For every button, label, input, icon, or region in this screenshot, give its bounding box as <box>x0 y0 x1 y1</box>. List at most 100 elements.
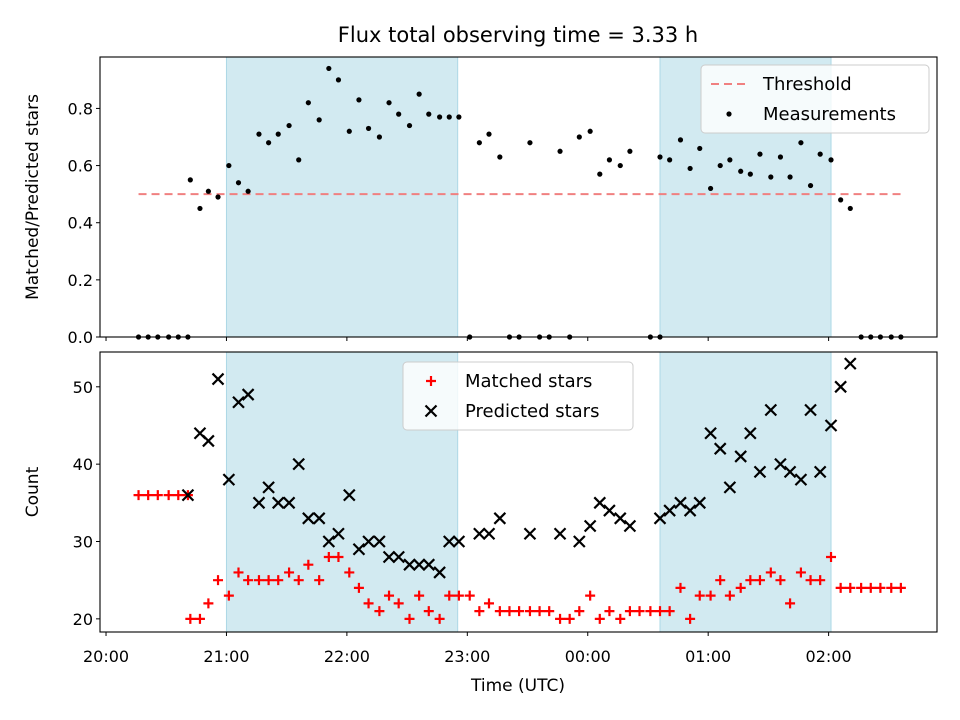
data-point <box>133 490 144 501</box>
legend: Matched stars Predicted stars <box>402 361 634 431</box>
data-point <box>362 535 375 548</box>
data-point <box>332 527 345 541</box>
data-point <box>143 490 154 501</box>
data-point <box>241 388 255 401</box>
data-point <box>514 606 525 617</box>
x-tick-label: 22:00 <box>324 647 370 666</box>
data-point <box>316 117 322 123</box>
data-point <box>807 182 814 189</box>
data-point <box>835 582 846 593</box>
data-point <box>433 566 446 579</box>
data-point <box>482 527 496 541</box>
data-point <box>813 465 827 479</box>
series-matched-stars <box>133 490 906 624</box>
data-point <box>774 457 787 471</box>
data-point <box>717 162 723 169</box>
data-point <box>426 111 432 117</box>
data-point <box>653 512 667 525</box>
data-point <box>211 372 225 386</box>
legend-label: Measurements <box>763 104 896 125</box>
data-point <box>687 165 693 172</box>
data-point <box>232 395 245 409</box>
data-point <box>344 567 355 578</box>
observing-window <box>225 56 459 338</box>
data-point <box>365 125 372 132</box>
data-point <box>655 606 666 617</box>
data-point <box>262 481 275 494</box>
data-point <box>452 535 466 548</box>
data-point <box>757 151 763 157</box>
data-point <box>343 488 356 502</box>
data-point <box>456 114 462 120</box>
data-point <box>847 205 853 212</box>
data-point <box>674 496 687 510</box>
data-point <box>775 575 786 586</box>
data-point <box>524 606 535 617</box>
data-point <box>557 148 563 154</box>
data-point <box>305 100 311 106</box>
data-point <box>553 527 567 541</box>
data-point <box>422 558 436 571</box>
data-point <box>223 590 234 601</box>
data-point <box>724 590 735 601</box>
data-point <box>734 450 747 463</box>
data-point <box>296 157 302 163</box>
data-point <box>414 590 425 601</box>
chart-title: Flux total observing time = 3.33 h <box>338 23 698 47</box>
x-tick-label: 00:00 <box>565 647 611 666</box>
data-point <box>423 606 434 617</box>
data-point <box>275 131 281 137</box>
observing-window <box>659 351 832 633</box>
data-point <box>875 582 886 593</box>
data-point <box>738 168 744 174</box>
data-point <box>587 128 593 134</box>
data-point <box>243 575 254 586</box>
y-tick-label: 0.6 <box>68 157 93 176</box>
data-point <box>493 512 507 525</box>
data-point <box>753 465 767 479</box>
data-point <box>386 100 392 106</box>
data-point <box>604 606 615 617</box>
y-tick-label: 0.8 <box>68 99 93 118</box>
data-point <box>412 558 426 571</box>
data-point <box>856 582 867 593</box>
series-predicted-stars <box>181 357 857 579</box>
data-point <box>326 65 332 72</box>
data-point <box>593 496 607 510</box>
legend-marker <box>726 111 732 117</box>
data-point <box>764 403 778 417</box>
y-tick-label: 0.2 <box>68 271 93 290</box>
data-point <box>256 131 262 137</box>
data-point <box>735 582 746 593</box>
data-point <box>187 177 193 183</box>
data-point <box>768 174 774 180</box>
data-point <box>683 504 697 517</box>
data-point <box>352 542 366 556</box>
data-point <box>645 606 656 617</box>
data-point <box>585 590 596 601</box>
data-point <box>416 91 422 97</box>
data-point <box>205 188 211 194</box>
data-point <box>606 157 613 163</box>
data-point <box>574 606 585 617</box>
data-point <box>597 171 603 177</box>
x-axis-label: Time (UTC) <box>470 676 565 696</box>
data-point <box>282 496 296 510</box>
data-point <box>226 162 232 169</box>
data-point <box>374 606 385 617</box>
data-point <box>795 567 806 578</box>
data-point <box>346 128 352 134</box>
data-point <box>576 134 582 140</box>
data-point <box>555 613 566 624</box>
data-point <box>453 590 464 601</box>
data-point <box>356 97 362 103</box>
data-point <box>322 535 336 548</box>
data-point <box>583 519 597 533</box>
data-point <box>664 606 675 617</box>
data-point <box>845 582 856 593</box>
data-point <box>785 598 796 609</box>
data-point <box>437 114 443 120</box>
data-point <box>202 434 215 448</box>
y-tick-label: 40 <box>73 455 93 474</box>
data-point <box>865 582 876 593</box>
